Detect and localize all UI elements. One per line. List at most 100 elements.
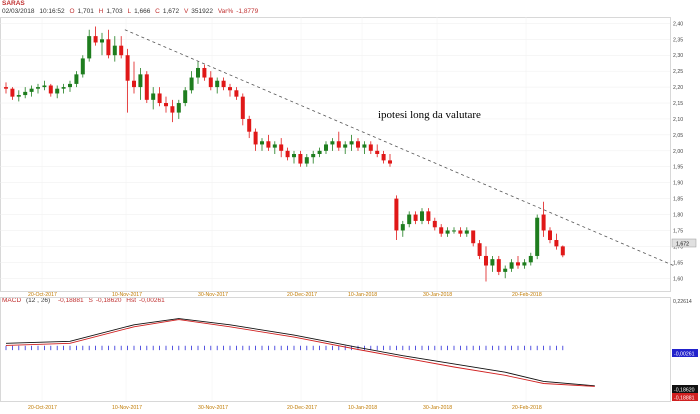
candle-body: [80, 58, 85, 75]
candle-body: [170, 106, 175, 113]
candle-body: [426, 211, 431, 221]
candle-body: [336, 141, 341, 148]
candle-body: [61, 87, 66, 89]
candle-body: [458, 230, 463, 234]
candle-body: [157, 93, 162, 104]
price-y-tick-label: 2,10: [673, 117, 683, 123]
x-tick-label: 20-Feb-2018: [512, 292, 542, 298]
price-y-tick-label: 1,75: [673, 228, 683, 234]
quote-info-bar: 02/03/2018 10:16:52 O 1,701 H 1,703 L 1,666…: [2, 8, 261, 15]
signal-value-label: -0,18620: [674, 388, 695, 394]
x-tick-label: 20-Oct-2017: [28, 405, 57, 411]
candle-body: [471, 230, 476, 244]
x-tick-label: 20-Dec-2017: [287, 292, 317, 298]
candle-body: [535, 217, 540, 256]
macd-s3-value: -0,00261: [139, 297, 165, 304]
candle-body: [87, 36, 92, 59]
x-tick-label: 30-Nov-2017: [198, 292, 228, 298]
candle-body: [253, 131, 258, 145]
candle-body: [208, 77, 213, 88]
candle-body: [68, 83, 72, 88]
candle-body: [138, 74, 143, 88]
candle-body: [151, 93, 156, 100]
price-y-tick-label: 1,90: [673, 181, 683, 187]
price-y-tick-label: 2,05: [673, 133, 683, 139]
candle-body: [119, 45, 124, 56]
candle-body: [48, 85, 53, 94]
x-tick-label: 30-Jan-2018: [423, 405, 452, 411]
candle-body: [503, 268, 508, 272]
price-y-tick-label: 1,65: [673, 260, 683, 266]
candle-body: [221, 80, 226, 88]
candle-body: [509, 262, 514, 269]
candle-body: [554, 240, 559, 247]
last-price-tag: 1,672: [671, 238, 697, 248]
variation-value: -1,8779: [236, 8, 259, 15]
price-y-tick-label: 2,15: [673, 101, 683, 107]
symbol-name: SARAS: [2, 0, 25, 7]
candle-body: [164, 103, 168, 107]
candle-body: [292, 154, 296, 158]
candle-body: [202, 67, 207, 78]
candle-body: [93, 36, 98, 43]
x-tick-label: 10-Nov-2017: [112, 405, 142, 411]
x-tick-label: 10-Jan-2018: [348, 292, 377, 298]
candle-body: [189, 77, 194, 91]
x-tick-label: 30-Nov-2017: [198, 405, 228, 411]
candle-body: [413, 214, 418, 221]
candle-body: [106, 39, 111, 56]
candle-body: [23, 91, 28, 96]
macd-panel: 0,22614 -0,00261 -0,18620 -0,18881 20-Oc…: [0, 297, 698, 411]
x-tick-label: 10-Nov-2017: [112, 292, 142, 298]
candle-body: [368, 144, 373, 151]
candle-body: [464, 230, 469, 234]
candle-body: [10, 88, 15, 97]
candle-body: [279, 144, 284, 151]
open-value: 1,701: [77, 8, 94, 15]
candle-body: [541, 214, 546, 231]
candle-body: [112, 45, 117, 56]
histogram-value-label: -0,00261: [674, 352, 695, 358]
last-price-label: 1,672: [676, 242, 689, 248]
candle-body: [16, 95, 21, 97]
macd-name: MACD: [2, 297, 22, 304]
candle-body: [349, 141, 354, 145]
candle-body: [490, 259, 495, 266]
high-value: 1,703: [106, 8, 123, 15]
x-tick-label: 10-Jan-2018: [348, 405, 377, 411]
candle-body: [548, 230, 552, 241]
variation-label: Var%: [217, 8, 234, 15]
x-tick-label: 20-Feb-2018: [512, 405, 542, 411]
candle-body: [420, 211, 424, 221]
price-y-tick-label: 1,85: [673, 197, 683, 203]
candle-body: [234, 90, 239, 97]
candle-body: [560, 246, 565, 256]
candle-body: [311, 154, 316, 158]
candle-body: [176, 103, 181, 113]
candle-body: [381, 154, 386, 161]
candle-body: [477, 243, 482, 256]
candle-body: [400, 224, 405, 231]
low-label: L: [127, 8, 132, 15]
candle-body: [484, 255, 488, 266]
candle-body: [132, 80, 136, 88]
high-label: H: [98, 8, 104, 15]
price-y-tick-label: 1,70: [673, 244, 683, 250]
candle-body: [215, 80, 220, 88]
price-y-tick-label: 1,95: [673, 165, 683, 171]
trendline: [124, 29, 674, 266]
x-tick-label: 20-Oct-2017: [28, 292, 57, 298]
candle-body: [432, 220, 437, 228]
candle-body: [260, 141, 264, 145]
candle-body: [74, 74, 79, 84]
price-y-tick-label: 1,80: [673, 213, 683, 219]
price-y-tick-label: 2,35: [673, 37, 683, 43]
histogram-tag: -0,00261: [672, 349, 698, 358]
candle-body: [304, 157, 309, 164]
price-panel: 1,60 1,65 1,70 1,75 1,80 1,85 1,90 1,95 2,00 2,05…: [0, 17, 697, 298]
candle-body: [445, 230, 450, 234]
x-tick-label: 20-Dec-2017: [287, 405, 317, 411]
candle-body: [516, 262, 520, 266]
open-label: O: [69, 8, 75, 15]
macd-s2-label: S: [88, 297, 93, 304]
